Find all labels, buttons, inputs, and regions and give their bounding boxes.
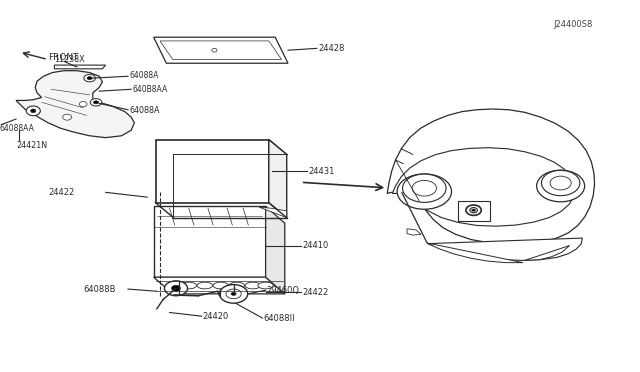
Polygon shape <box>269 140 287 218</box>
Polygon shape <box>154 206 266 277</box>
Text: J24400S8: J24400S8 <box>554 20 593 29</box>
Ellipse shape <box>26 106 40 116</box>
Polygon shape <box>16 71 134 138</box>
Ellipse shape <box>90 99 102 106</box>
Ellipse shape <box>472 209 476 211</box>
Text: 29460Q: 29460Q <box>267 286 300 295</box>
Text: 24422: 24422 <box>48 188 74 197</box>
Polygon shape <box>266 206 285 294</box>
Text: 24421N: 24421N <box>16 141 47 150</box>
Ellipse shape <box>181 282 196 289</box>
Polygon shape <box>387 109 595 244</box>
Text: 24428: 24428 <box>318 44 344 53</box>
Polygon shape <box>156 140 269 203</box>
Polygon shape <box>525 246 570 260</box>
Text: 64088B: 64088B <box>83 285 116 294</box>
Ellipse shape <box>541 170 580 196</box>
Text: 64088AA: 64088AA <box>0 124 35 133</box>
Ellipse shape <box>470 208 477 213</box>
Text: 640B8AA: 640B8AA <box>132 85 168 94</box>
Ellipse shape <box>164 281 188 296</box>
Ellipse shape <box>63 114 72 120</box>
Ellipse shape <box>397 174 452 209</box>
Ellipse shape <box>536 170 585 202</box>
Text: 11238X: 11238X <box>54 55 85 64</box>
Text: 24420: 24420 <box>203 312 229 321</box>
Ellipse shape <box>84 74 95 82</box>
Ellipse shape <box>466 205 481 215</box>
Ellipse shape <box>226 289 241 299</box>
Ellipse shape <box>258 282 273 289</box>
Ellipse shape <box>93 101 99 104</box>
Ellipse shape <box>213 282 228 289</box>
Ellipse shape <box>231 292 236 295</box>
Text: FRONT: FRONT <box>48 53 79 62</box>
Ellipse shape <box>229 282 244 289</box>
Ellipse shape <box>31 109 36 113</box>
Ellipse shape <box>212 48 217 52</box>
Text: 64088A: 64088A <box>129 71 159 80</box>
Ellipse shape <box>197 282 212 289</box>
Polygon shape <box>259 207 287 218</box>
Ellipse shape <box>550 176 571 190</box>
Ellipse shape <box>403 174 446 202</box>
Ellipse shape <box>79 102 87 107</box>
Text: 24410: 24410 <box>302 241 328 250</box>
Text: 24431: 24431 <box>308 167 335 176</box>
Polygon shape <box>428 238 582 260</box>
Polygon shape <box>154 37 288 63</box>
Ellipse shape <box>87 77 92 80</box>
Polygon shape <box>427 243 523 263</box>
Ellipse shape <box>245 282 260 289</box>
Text: 64088II: 64088II <box>264 314 295 323</box>
Polygon shape <box>54 65 106 69</box>
Ellipse shape <box>412 180 436 196</box>
Ellipse shape <box>172 285 180 291</box>
Polygon shape <box>154 277 285 294</box>
Text: 64088A: 64088A <box>129 106 160 115</box>
Polygon shape <box>407 229 421 235</box>
Text: 24422: 24422 <box>302 288 328 296</box>
Polygon shape <box>392 148 575 226</box>
Ellipse shape <box>220 285 248 303</box>
Polygon shape <box>458 201 490 221</box>
